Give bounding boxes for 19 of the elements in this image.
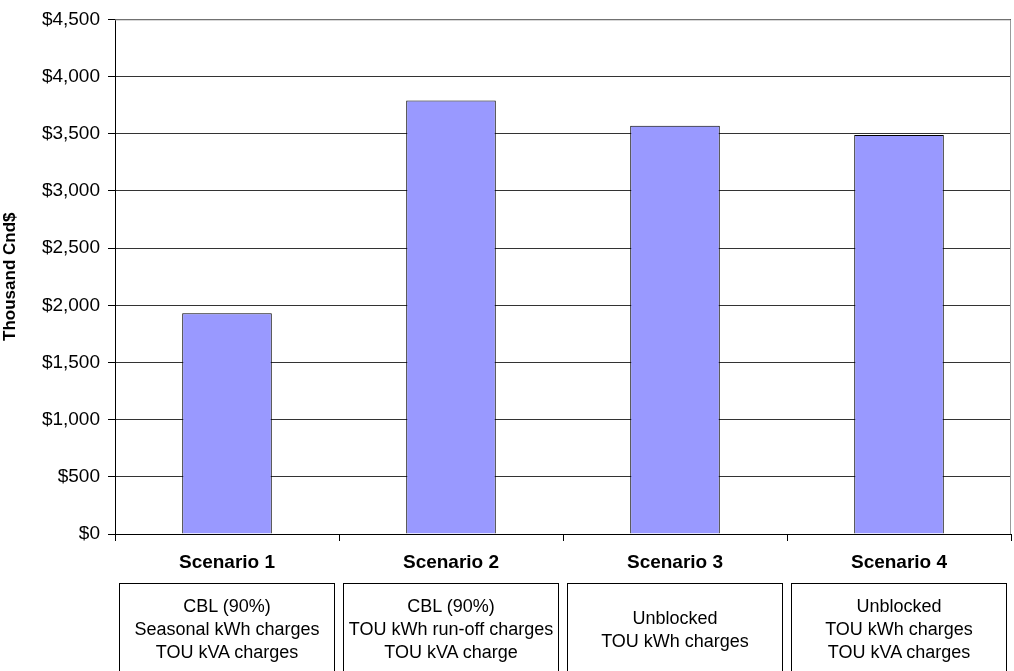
- y-axis-title: Thousand Cnd$: [0, 211, 19, 341]
- y-tick-label: $3,000: [41, 179, 100, 201]
- text: CBL (90%) Seasonal kWh charges TOU kVA charges: [119, 583, 335, 671]
- y-tick-label: $4,000: [41, 64, 100, 86]
- x-tick-label: Scenario 2: [402, 550, 500, 572]
- text: Unblocked TOU kWh charges: [567, 583, 783, 671]
- text: CBL (90%) TOU kWh run-off charges TOU kVA charge: [343, 583, 559, 671]
- y-tick-label: $4,500: [41, 7, 100, 29]
- y-tick-label: $2,500: [41, 236, 100, 258]
- x-tick-label: Scenario 4: [850, 550, 948, 572]
- x-tick-label: Scenario 1: [178, 550, 276, 572]
- y-tick-label: $500: [57, 465, 100, 487]
- x-tick-label: Scenario 3: [626, 550, 724, 572]
- y-tick-label: $1,000: [41, 407, 100, 429]
- y-tick-label: $1,500: [41, 350, 100, 372]
- y-tick-label: $3,500: [41, 121, 100, 143]
- y-tick-label: $0: [78, 522, 100, 544]
- text: Unblocked TOU kWh charges TOU kVA charges: [791, 583, 1007, 671]
- y-tick-label: $2,000: [41, 293, 100, 315]
